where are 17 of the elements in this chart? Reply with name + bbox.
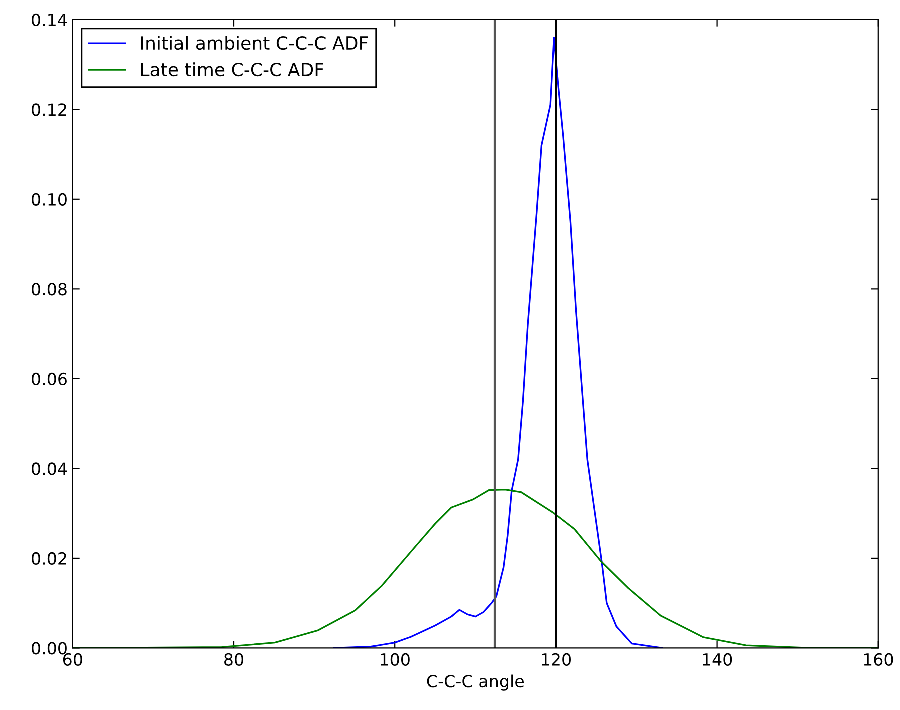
y-tick-label: 0.08 [32, 283, 67, 296]
x-tick-label: 140 [703, 653, 732, 666]
legend-label: Late time C-C-C ADF [141, 62, 324, 77]
y-tick-label: 0.12 [32, 104, 66, 116]
x-axis-title: C-C-C angle [427, 674, 524, 691]
y-tick-label: 0.04 [32, 462, 68, 476]
x-tick-label: 100 [381, 653, 410, 666]
y-tick-label: 0.10 [32, 193, 67, 206]
x-tick-label: 60 [63, 653, 82, 666]
legend-label: Initial ambient C-C-C ADF [141, 36, 368, 50]
y-tick-label: 0.00 [32, 642, 67, 655]
y-tick-label: 0.02 [32, 552, 66, 566]
x-tick-label: 80 [224, 653, 244, 666]
x-tick-label: 120 [542, 653, 571, 666]
y-tick-label: 0.06 [32, 372, 67, 386]
y-tick-label: 0.14 [32, 14, 68, 26]
x-tick-label: 160 [864, 653, 894, 666]
